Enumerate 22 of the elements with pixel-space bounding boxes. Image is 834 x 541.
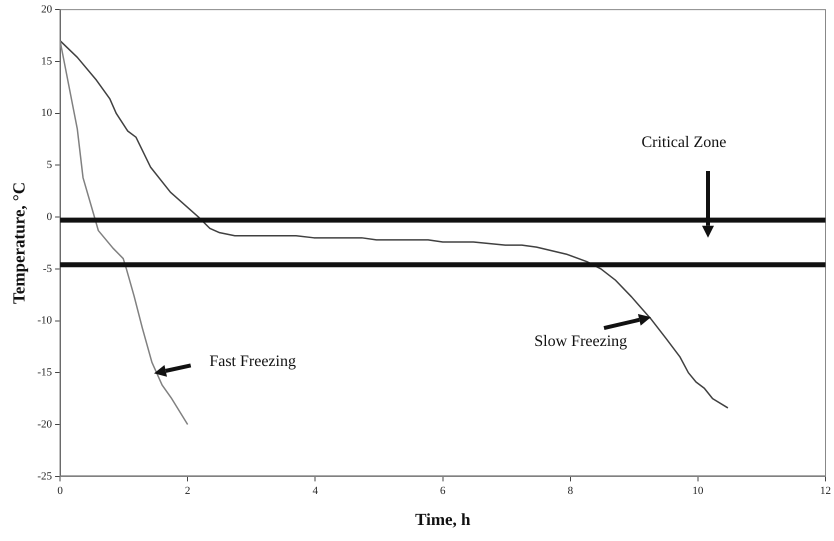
x-axis-title: Time, h (415, 510, 472, 530)
y-tick-label: -20 (37, 418, 53, 430)
ref-line-label: Critical Zone (641, 134, 726, 151)
annotation: Fast Freezing (209, 352, 296, 370)
y-tick-label: -15 (37, 366, 53, 379)
y-tick-label: 15 (41, 55, 53, 68)
x-tick-label: 0 (57, 484, 64, 497)
y-tick-label: 0 (46, 210, 53, 223)
y-tick-label: 20 (41, 3, 53, 16)
y-tick-label: -25 (37, 470, 53, 482)
x-tick-label: 10 (692, 484, 704, 497)
y-tick-label: 10 (41, 107, 53, 120)
annotation: Slow Freezing (534, 332, 628, 350)
y-tick-label: 5 (46, 159, 53, 172)
y-tick-label: -10 (37, 314, 53, 327)
x-tick-label: 4 (312, 484, 318, 497)
x-tick-label: 6 (440, 484, 446, 497)
y-axis-title: Temperature, °C (10, 182, 29, 304)
x-tick-label: 12 (820, 484, 831, 497)
y-tick-label: -5 (42, 262, 53, 275)
x-tick-label: 2 (184, 484, 190, 497)
x-tick-label: 8 (568, 484, 574, 497)
